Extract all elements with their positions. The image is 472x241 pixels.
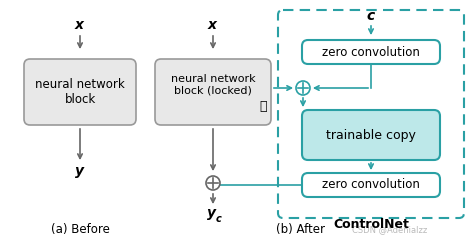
FancyBboxPatch shape (24, 59, 136, 125)
Text: $\boldsymbol{x}$: $\boldsymbol{x}$ (74, 18, 86, 32)
Text: neural network
block (locked): neural network block (locked) (171, 74, 255, 96)
FancyBboxPatch shape (302, 40, 440, 64)
FancyBboxPatch shape (155, 59, 271, 125)
Text: $\boldsymbol{y}$: $\boldsymbol{y}$ (74, 165, 86, 180)
Text: (a) Before: (a) Before (51, 223, 110, 236)
Circle shape (206, 176, 220, 190)
Text: $\boldsymbol{x}$: $\boldsymbol{x}$ (207, 18, 219, 32)
FancyBboxPatch shape (302, 173, 440, 197)
Text: zero convolution: zero convolution (322, 179, 420, 192)
Text: $\boldsymbol{c}$: $\boldsymbol{c}$ (366, 9, 376, 23)
FancyBboxPatch shape (302, 110, 440, 160)
Text: trainable copy: trainable copy (326, 128, 416, 141)
Text: ControlNet: ControlNet (333, 217, 409, 230)
Text: (b) After: (b) After (276, 223, 325, 236)
Text: 🔒: 🔒 (259, 100, 267, 114)
Circle shape (296, 81, 310, 95)
Text: c: c (216, 214, 222, 224)
Text: zero convolution: zero convolution (322, 46, 420, 59)
Text: CSDN @Adenialzz: CSDN @Adenialzz (353, 226, 428, 234)
Text: $\boldsymbol{y}$: $\boldsymbol{y}$ (206, 208, 218, 222)
Text: neural network
block: neural network block (35, 78, 125, 106)
